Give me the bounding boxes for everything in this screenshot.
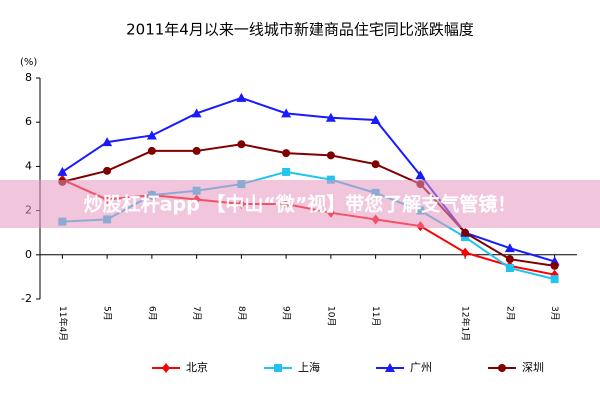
data-point [504,243,515,253]
x-tick-label: 10月 [325,306,336,326]
legend-marker [162,363,170,373]
data-point [371,160,380,169]
legend-label: 深圳 [522,361,544,374]
legend-marker [498,364,506,372]
x-tick-label: 5月 [102,306,113,321]
y-tick-label: 6 [25,115,32,128]
data-point [505,264,514,273]
y-tick-label: 4 [25,159,32,172]
x-tick-label: 11年4月 [57,306,69,341]
series-line [62,143,555,267]
y-axis-label: (%) [20,57,37,68]
data-point [282,149,291,158]
banner-background [0,180,600,228]
x-tick-label: 8月 [236,306,247,321]
x-tick-label: 7月 [191,306,202,321]
data-point [370,114,381,124]
data-point [325,112,336,122]
data-point [237,140,246,149]
data-point [505,255,514,264]
x-tick-label: 3月 [549,306,560,321]
x-tick-label: 11月 [370,306,381,326]
data-point [236,92,247,102]
data-point [326,175,335,184]
data-point [147,146,156,155]
data-point [415,170,426,180]
data-point [281,108,292,118]
data-point [192,146,201,155]
data-point [550,261,559,270]
chart-title: 2011年4月以来一线城市新建商品住宅同比涨跌幅度 [126,21,474,39]
legend-label: 上海 [298,360,320,374]
y-tick-label: 8 [25,71,32,84]
y-tick-label: -2 [21,292,32,305]
series-line [61,96,555,263]
legend-marker [274,364,282,372]
data-point [102,137,113,147]
data-point [461,228,470,237]
data-point [461,233,470,242]
data-point [146,130,157,140]
x-tick-label: 12年1月 [460,306,472,341]
legend-marker [385,363,395,372]
data-point [282,167,291,176]
x-tick-label: 2月 [504,306,515,321]
data-point [191,108,202,118]
data-point [103,166,112,175]
data-point [461,247,470,258]
data-point [57,166,68,176]
data-point [550,275,559,284]
legend-label: 广州 [410,361,432,374]
data-point [326,151,335,160]
legend-label: 北京 [186,360,208,374]
x-tick-label: 9月 [281,306,292,321]
y-tick-label: 0 [25,248,32,261]
banner-text: 炒股杠杆app 【中山“微”视】带您了解支气管镜！ [84,193,517,216]
x-tick-label: 6月 [146,306,157,321]
